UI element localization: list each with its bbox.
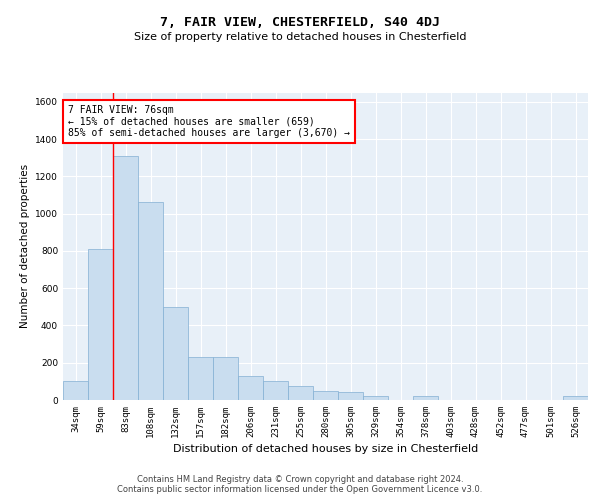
Text: Contains HM Land Registry data © Crown copyright and database right 2024.: Contains HM Land Registry data © Crown c… [137,476,463,484]
Bar [238,376,263,400]
Bar [63,382,88,400]
Bar [363,396,388,400]
Text: 7 FAIR VIEW: 76sqm
← 15% of detached houses are smaller (659)
85% of semi-detach: 7 FAIR VIEW: 76sqm ← 15% of detached hou… [68,105,350,138]
Bar [313,390,338,400]
Bar [138,202,163,400]
Bar [163,307,188,400]
Bar [563,396,588,400]
Text: Contains public sector information licensed under the Open Government Licence v3: Contains public sector information licen… [118,484,482,494]
Bar [113,156,138,400]
Text: 7, FAIR VIEW, CHESTERFIELD, S40 4DJ: 7, FAIR VIEW, CHESTERFIELD, S40 4DJ [160,16,440,30]
Bar [88,249,113,400]
Bar [288,386,313,400]
X-axis label: Distribution of detached houses by size in Chesterfield: Distribution of detached houses by size … [173,444,478,454]
Y-axis label: Number of detached properties: Number of detached properties [20,164,29,328]
Bar [338,392,363,400]
Bar [263,382,288,400]
Bar [188,357,213,400]
Bar [413,396,438,400]
Text: Size of property relative to detached houses in Chesterfield: Size of property relative to detached ho… [134,32,466,42]
Bar [213,357,238,400]
